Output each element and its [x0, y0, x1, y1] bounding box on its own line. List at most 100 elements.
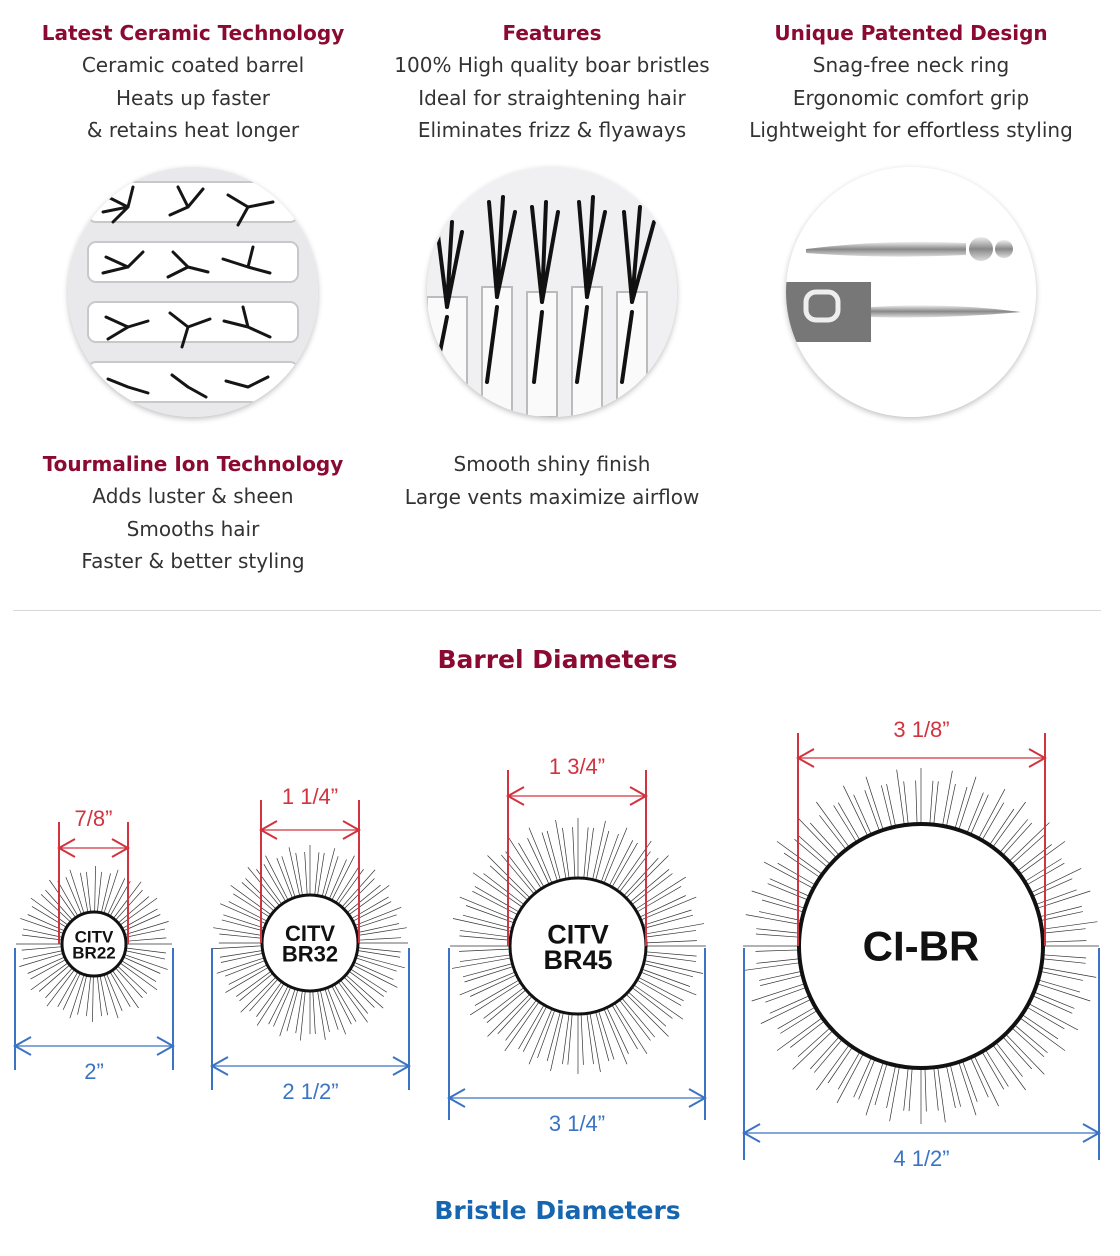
feature-line: Snag-free neck ring [812, 53, 1010, 77]
bristle-line [809, 1036, 840, 1070]
bristle-line [69, 869, 85, 914]
bristle-line [541, 832, 558, 882]
model-label: CITV [285, 921, 335, 946]
bristle-line [1041, 967, 1097, 978]
bristle-line [57, 881, 79, 917]
bristle-line [981, 802, 1005, 841]
feature-line: & retains heat longer [86, 118, 300, 142]
bristle-line [249, 978, 279, 1012]
feature-title: Latest Ceramic Technology [41, 21, 345, 45]
bristle-line [603, 1008, 628, 1065]
bristle-line [220, 952, 264, 963]
feature-line: Faster & better styling [81, 549, 305, 573]
bristle-line [1002, 822, 1033, 856]
bristle-line [340, 979, 369, 1014]
bristle-line [843, 785, 869, 837]
bristle-line [937, 1066, 946, 1123]
bristle-line [777, 1006, 816, 1030]
bristle-line [345, 974, 384, 1009]
bristle-line [645, 930, 697, 938]
bristle-line [220, 903, 267, 925]
bristle-line [606, 1007, 629, 1054]
feature-line: Heats up faster [115, 85, 271, 110]
bristle-line [100, 873, 111, 913]
bristle-line [124, 921, 169, 936]
bristle-line [337, 981, 368, 1023]
bristle-line [644, 960, 704, 974]
bristle-line [992, 1044, 1026, 1091]
bristle-diameter-label: 2” [84, 1059, 104, 1084]
bristle-line [348, 885, 390, 916]
bristle-line [619, 999, 651, 1041]
bristle-line [1024, 858, 1062, 882]
barrel-circle [60, 910, 128, 978]
bristle-line [103, 869, 119, 914]
bristle-line [22, 950, 63, 960]
bristle-line [355, 957, 397, 972]
model-label: CITV [75, 927, 114, 946]
bristle-line [304, 851, 308, 896]
bristle-line [816, 1044, 850, 1091]
bristle-line [224, 960, 266, 977]
bristle-line [21, 934, 63, 941]
bristle-line [333, 984, 357, 1022]
bristle-line [233, 893, 270, 918]
bristle-line [40, 894, 71, 923]
feature-design: Unique Patented Design Snag-free neck ri… [731, 17, 1091, 147]
bristle-line [836, 1053, 864, 1104]
bristle-line [497, 995, 533, 1035]
bristle-line [635, 876, 687, 910]
bristle-line [357, 947, 401, 953]
bristle-line [769, 878, 810, 897]
bristle-diameter-arrowheads [741, 1123, 1102, 1143]
bristle-line [321, 848, 336, 897]
bristle-line [592, 820, 606, 880]
bristle-line [946, 1065, 956, 1108]
bristle-line [328, 859, 347, 900]
bristle-line [239, 973, 274, 1002]
bristle-line [1030, 868, 1082, 894]
bristle-line [123, 956, 161, 974]
bristle-line [31, 906, 67, 928]
bristle-line [992, 801, 1026, 848]
bristle-diameter-label: 4 1/2” [893, 1146, 949, 1171]
bristle-line [643, 963, 694, 978]
bristle-line [462, 963, 513, 978]
bristle-line [288, 847, 301, 897]
bristle-line [603, 827, 628, 884]
bristle-line [117, 965, 148, 994]
bristle-line [546, 1011, 561, 1062]
ceramic-barrel-vents-photo [68, 167, 318, 417]
model-label: CI-BR [863, 923, 980, 970]
bristle-line [903, 781, 909, 825]
barrel-diameter-arrowheads [505, 786, 649, 806]
bristle-line [586, 827, 594, 879]
bristle-line [537, 1009, 556, 1059]
bristle-diameters-title: Bristle Diameters [434, 1196, 681, 1225]
bristle-line [903, 1067, 909, 1111]
bristle-line [780, 1010, 818, 1034]
bristle-line [763, 861, 814, 889]
bristle-line [472, 872, 523, 908]
bristle-line [522, 1006, 548, 1052]
barrel-diameter-label: 7/8” [75, 806, 113, 831]
bristle-line [117, 896, 150, 924]
bristle-line [1005, 1033, 1045, 1075]
bristle-line [265, 855, 289, 901]
bristle-line [792, 1030, 834, 1070]
bristle-line [915, 780, 918, 825]
bristle-line [464, 966, 514, 983]
feature-ceramic: Latest Ceramic Technology Ceramic coated… [13, 17, 373, 147]
barrel-diameter-label: 1 3/4” [549, 754, 605, 779]
bristle-line [611, 842, 638, 888]
bristle-line [331, 855, 355, 901]
bristle-line [223, 914, 265, 929]
bristle-line [865, 1061, 884, 1116]
bristle-line [1042, 954, 1087, 959]
feature-title: Unique Patented Design [774, 21, 1048, 45]
bristle-line [978, 788, 1006, 839]
bristle-line [356, 954, 405, 969]
bristle-line [645, 940, 697, 944]
bristle-line [354, 906, 402, 926]
bristle-line [49, 879, 76, 918]
